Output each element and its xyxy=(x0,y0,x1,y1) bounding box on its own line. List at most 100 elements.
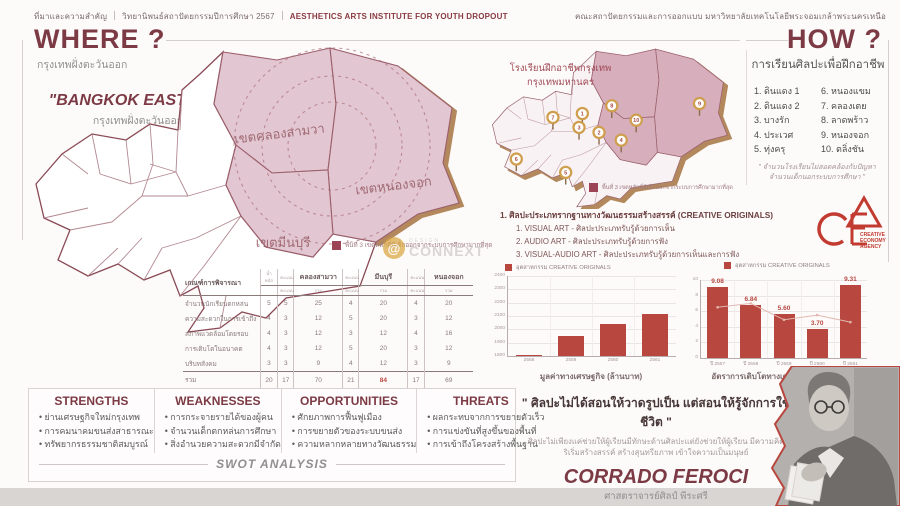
swot-item: ศักยภาพการฟื้นฟูเมือง xyxy=(282,411,416,425)
swot-column: OPPORTUNITIES ศักยภาพการฟื้นฟูเมืองการขยา… xyxy=(282,389,418,453)
pin-circle-icon xyxy=(572,120,586,135)
mid-map-title: โรงเรียนฝึกอาชีพกรุงเทพ กรุงเทพมหานคร xyxy=(498,62,623,90)
y-axis-tick: 2000 xyxy=(494,326,505,332)
swot-column-title: WEAKNESSES xyxy=(175,394,261,408)
hand xyxy=(801,462,827,482)
how-note-line2: จำนวนเด็กนอกระบบการศึกษา " xyxy=(769,174,865,181)
school-pin: 9 xyxy=(692,96,707,116)
header-separator xyxy=(114,11,116,20)
swot-item: การเข้าถึงโครงสร้างพื้นฐาน xyxy=(417,438,544,452)
legend-swatch xyxy=(589,183,598,192)
table-row: สภาพแวดล้อมโดยรอบ 4 3 12 3 12 4 16 xyxy=(183,326,473,341)
growth-rate-chart: อุตสาหกรรม CREATIVE ORIGINALS 0 2 4 6 8 10 9.0… xyxy=(684,258,878,390)
radius-dashed-circle xyxy=(261,75,403,217)
glasses-icon xyxy=(814,400,845,414)
design-connext-watermark: @ DESIGN CONNEXT xyxy=(383,237,484,259)
shirt xyxy=(818,448,844,478)
swot-item: ความหลากหลายทางวัฒนธรรม xyxy=(282,438,416,452)
economic-value-chart: อุตสาหกรรม CREATIVE ORIGINALS 1800 1900 20… xyxy=(487,262,683,390)
y-axis-tick: 1900 xyxy=(494,339,505,345)
where-subtitle: กรุงเทพฝั่งตะวันออก xyxy=(37,59,128,71)
frame-line-top-right xyxy=(746,40,788,41)
frame-line-top xyxy=(166,40,740,41)
x-axis-tick: ปี 2557 xyxy=(710,362,726,367)
bar-value-label: 3.70 xyxy=(810,320,824,328)
bottom-strip xyxy=(0,488,900,506)
bar xyxy=(516,354,542,356)
school-list-item: 2. ดินแดง 2 xyxy=(754,100,800,111)
school-pin: 4 xyxy=(614,133,628,153)
bar xyxy=(773,314,795,358)
trend-point xyxy=(815,313,819,317)
district-label: เขตมีนบุรี xyxy=(256,235,310,251)
pin-number: 2 xyxy=(597,130,600,136)
x-axis-tick: ปี 2561 xyxy=(842,362,858,367)
bar-value-label: 9.08 xyxy=(711,278,724,286)
how-subtitle: การเรียนศิลปะเพื่อฝึกอาชีพ xyxy=(751,59,885,71)
creative-heading: 1. ศิลปะประเภทรากฐานทางวัฒนธรรมสร้างสรรค… xyxy=(500,210,774,220)
table-row: จำนวนนักเรียนตกหล่น 5 5 25 4 20 4 20 xyxy=(183,295,473,311)
chart2-xlabel: อัตราการเติบโตทางเศรษฐกิจ (เปอร์เซ็นต์) xyxy=(711,372,855,381)
swot-columns: STRENGTHS ย่านเศรษฐกิจใหม่กรุงเทพการคมนาค… xyxy=(29,389,544,453)
swot-item: การขยายตัวของระบบขนส่ง xyxy=(282,425,416,439)
header-right: คณะสถาปัตยกรรมและการออกแบบ มหาวิทยาลัยเท… xyxy=(575,10,886,23)
bar xyxy=(707,287,729,358)
bar-value-label: 9.31 xyxy=(844,276,857,284)
bar xyxy=(600,324,626,356)
vertical-gridline xyxy=(592,276,593,356)
chart1-plot: 1800 1900 2000 2100 2200 2300 2400 2558 2559 2560… xyxy=(494,273,676,363)
table-subheader: คะแนน xyxy=(407,285,425,296)
creative-item: 1. VISUAL ART - ศิลปะประเภทรับรู้ด้วยการ… xyxy=(516,224,675,233)
where-title: WHERE ? xyxy=(34,24,166,54)
trend-point xyxy=(782,318,786,322)
left-map-legend: พื้นที่ 3 เขตหลักที่มีเด็กออกจากระบบการศ… xyxy=(332,240,492,250)
pin-number: 5 xyxy=(564,170,567,176)
y-axis-tick: 1800 xyxy=(494,353,505,358)
frame-line-right xyxy=(888,40,889,262)
bar xyxy=(642,314,668,356)
table-district-header: คลองสามวา xyxy=(293,269,344,286)
swot-column-title: STRENGTHS xyxy=(54,394,129,408)
school-pin: 6 xyxy=(509,152,523,172)
swot-item: ผลกระทบจากการขยายตัวเร็ว xyxy=(417,411,545,425)
table-subheader: รวม xyxy=(293,285,344,296)
school-pin: 10 xyxy=(629,113,643,133)
school-list-item: 8. ลาดพร้าว xyxy=(821,115,869,125)
area-quote-sub: กรุงเทพฝั่งตะวันออก xyxy=(92,115,184,127)
table-district-header: หนองจอก xyxy=(423,269,473,286)
trend-point xyxy=(749,302,753,305)
header-separator xyxy=(281,11,283,20)
school-pin: 2 xyxy=(592,125,606,145)
school-list-item: 10. ตลิ่งชัน xyxy=(821,144,865,154)
swot-item: ทรัพยากรธรรมชาติสมบูรณ์ xyxy=(29,438,154,452)
x-axis-tick: ปี 2558 xyxy=(743,362,759,367)
pin-number: 6 xyxy=(515,157,518,163)
table-weight-header: น้ำหนัก xyxy=(259,269,279,286)
swot-item: การแข่งขันที่สูงขึ้นของพื้นที่ xyxy=(417,425,544,439)
y-axis-tick: 0 xyxy=(695,355,698,360)
school-pin: 3 xyxy=(572,120,586,140)
swot-column: THREATS ผลกระทบจากการขยายตัวเร็วการแข่งขั… xyxy=(417,389,545,453)
x-axis-tick: ปี 2560 xyxy=(809,362,825,367)
mid-map-legend: พื้นที่ 3 เขตหลักที่มีเด็กออกจากระบบการศ… xyxy=(589,183,733,192)
table-sum-row: รวม 20 17 70 21 84 17 69 xyxy=(183,371,473,388)
table-score-header: คะแนน xyxy=(342,269,360,286)
school-pin: 5 xyxy=(559,165,573,185)
highlighted-district xyxy=(225,144,334,258)
table-row: บริบทสังคม 3 3 9 4 12 3 9 xyxy=(183,356,473,372)
trend-point xyxy=(716,306,719,309)
school-list-item: 7. คลองเตย xyxy=(821,100,867,111)
frame-line-left xyxy=(22,40,23,240)
school-list-item: 1. ดินแดง 1 xyxy=(754,86,800,96)
trend-line-overlay xyxy=(716,302,852,324)
bar xyxy=(740,304,762,358)
table-score-header: คะแนน xyxy=(277,269,295,286)
swot-footer-line xyxy=(39,463,209,465)
watermark-logo-icon: @ xyxy=(383,237,405,259)
swot-footer-text: SWOT ANALYSIS xyxy=(216,457,328,471)
y-axis-tick: 2 xyxy=(695,339,698,345)
swot-item: จำนวนเด็กตกหล่นการศึกษา xyxy=(155,425,281,439)
pin-number: 7 xyxy=(551,115,554,121)
swot-column: STRENGTHS ย่านเศรษฐกิจใหม่กรุงเทพการคมนาค… xyxy=(29,389,155,453)
gridline xyxy=(701,311,867,313)
